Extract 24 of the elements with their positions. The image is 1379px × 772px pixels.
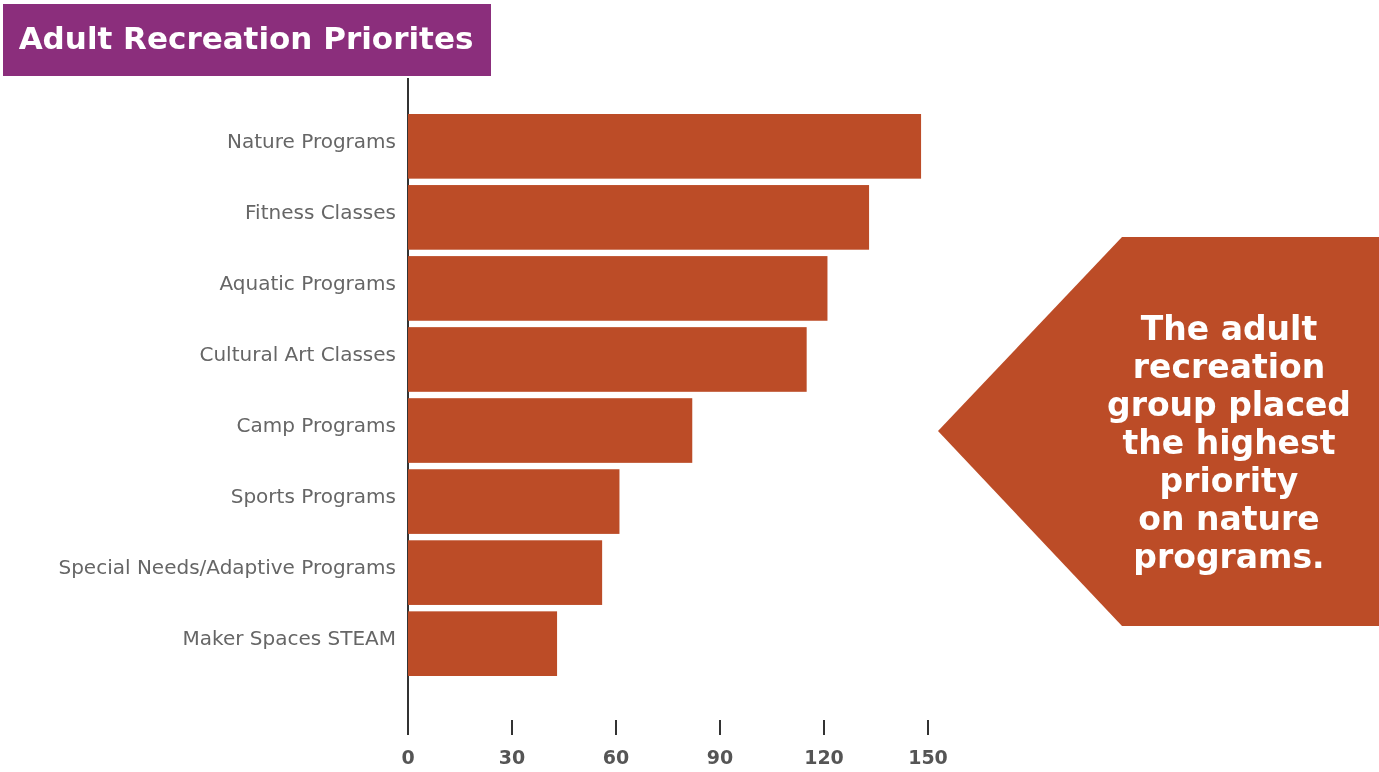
bar [408,398,693,463]
x-tick-label: 150 [908,746,948,768]
bar [408,540,603,605]
chart-title: Adult Recreation Priorites [18,19,474,56]
y-tick-label: Maker Spaces STEAM [182,626,396,651]
x-tick-label: 120 [804,746,844,768]
y-tick-label: Camp Programs [236,413,396,438]
x-tick-label: 60 [602,746,630,768]
y-tick-label: Special Needs/Adaptive Programs [58,555,396,580]
x-tick-label: 90 [706,746,734,768]
x-tick-label: 30 [498,746,526,768]
y-tick-label: Nature Programs [227,128,396,153]
bar [408,611,558,676]
y-tick-label: Fitness Classes [245,199,396,224]
y-tick-label: Sports Programs [230,484,396,509]
y-tick-label: Aquatic Programs [219,270,396,295]
x-tick-label: 0 [401,746,415,768]
bar [408,327,807,392]
bar [408,114,922,179]
bar [408,469,620,534]
bar [408,185,870,250]
text: The adult recreation group placed the highest priority on nature programs. [1107,308,1351,576]
y-tick-label: Cultural Art Classes [199,341,396,366]
bar [408,256,828,321]
